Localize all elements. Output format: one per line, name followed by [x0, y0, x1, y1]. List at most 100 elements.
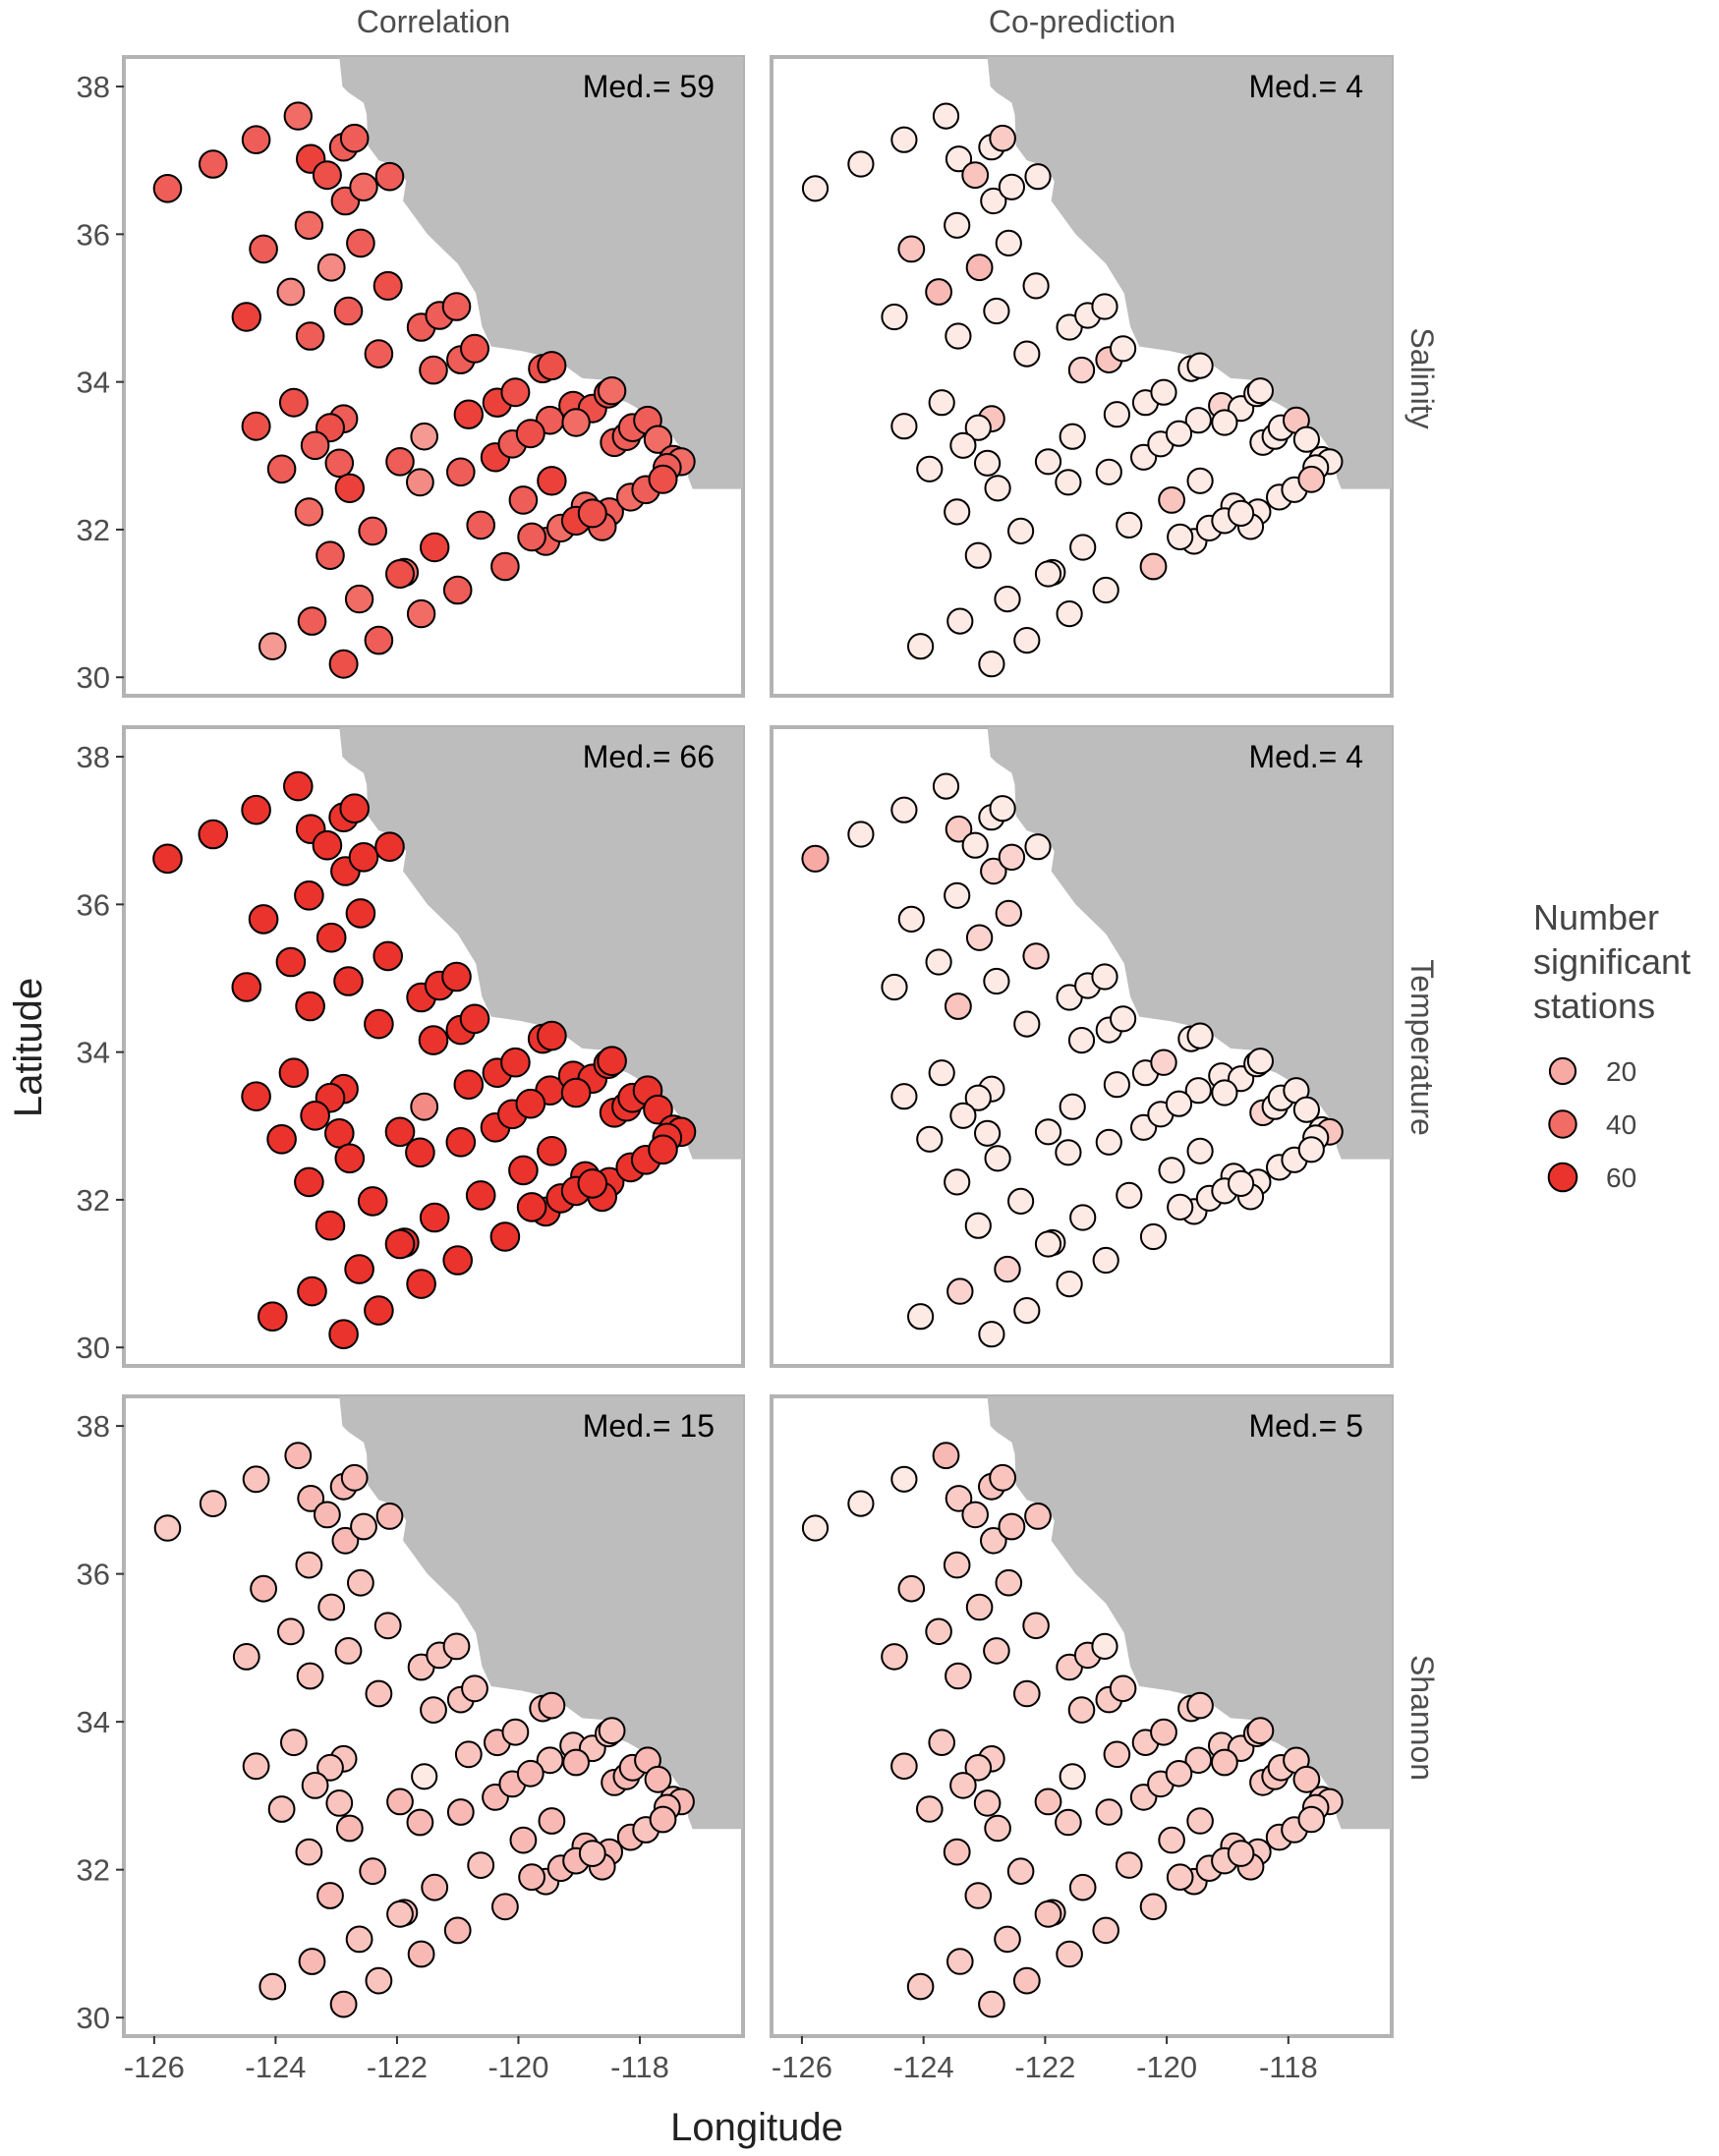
station-point	[881, 1643, 908, 1671]
station-point	[964, 541, 992, 569]
station-point	[1007, 517, 1035, 545]
station-point	[241, 411, 271, 441]
station-point	[1013, 1010, 1041, 1038]
station-point	[1056, 1940, 1083, 1968]
x-tick-label: -120	[1136, 2050, 1197, 2084]
station-point	[1055, 1808, 1082, 1837]
station-point	[359, 1857, 387, 1886]
station-point	[300, 1101, 330, 1131]
station-point	[974, 449, 1002, 477]
station-point	[349, 172, 378, 202]
station-point	[242, 1465, 270, 1494]
station-point	[446, 457, 476, 487]
station-point	[312, 160, 342, 191]
station-point	[516, 1759, 544, 1787]
station-point	[881, 973, 908, 1001]
y-tick-label: 30	[77, 1331, 110, 1365]
station-point	[989, 1463, 1016, 1492]
station-point	[275, 946, 307, 978]
station-point	[644, 1765, 672, 1793]
station-point	[928, 1059, 955, 1087]
station-point	[1109, 1674, 1137, 1703]
station-point	[384, 1228, 416, 1260]
station-point	[491, 1893, 519, 1921]
panel-salinity-correlation: Med.= 59	[122, 55, 745, 698]
size-color-legend: Number significant stations 20 40 60	[1533, 897, 1690, 1193]
legend-key-label: 60	[1606, 1163, 1636, 1193]
station-point	[944, 881, 971, 909]
station-point	[324, 1118, 355, 1149]
station-point	[232, 1643, 260, 1671]
station-point	[932, 102, 960, 130]
station-point	[1165, 1760, 1193, 1787]
station-point	[411, 1763, 438, 1790]
panel-temperature-correlation: Med.= 66	[122, 725, 745, 1368]
station-point	[298, 1948, 326, 1975]
median-label: Med.= 4	[1248, 69, 1363, 104]
station-point	[1091, 1632, 1118, 1661]
station-point	[441, 292, 472, 321]
station-point	[1165, 420, 1193, 447]
station-point	[373, 1612, 402, 1640]
station-point	[509, 1826, 538, 1854]
station-point	[949, 1102, 977, 1129]
station-point	[1069, 1204, 1097, 1231]
station-point	[944, 211, 971, 239]
station-point	[418, 1025, 449, 1055]
land-mass	[339, 727, 743, 1160]
x-tick-label: -120	[487, 2050, 548, 2084]
station-point	[344, 584, 374, 614]
legend-title-line-2: significant	[1533, 941, 1690, 982]
panel-shannon-correlation: Med.= 15	[122, 1394, 745, 2038]
station-point	[1095, 458, 1122, 485]
legend-title-line-3: stations	[1533, 986, 1655, 1026]
station-point	[994, 1925, 1021, 1954]
median-label: Med.= 5	[1248, 1408, 1363, 1444]
station-point	[518, 1863, 545, 1892]
station-point	[1067, 1696, 1096, 1724]
station-point	[241, 794, 271, 825]
station-point	[916, 1795, 944, 1823]
station-point	[266, 454, 297, 484]
station-point	[964, 1754, 993, 1782]
station-point	[294, 497, 324, 527]
y-tick-label: 32	[77, 1853, 110, 1888]
station-point	[1067, 356, 1096, 384]
station-point	[500, 1047, 531, 1078]
station-point	[384, 1116, 416, 1148]
station-point	[231, 972, 262, 1002]
station-point	[973, 1789, 1002, 1817]
station-point	[890, 1465, 918, 1493]
station-point	[1297, 1805, 1326, 1834]
panel-temperature-coprediction: Med.= 4	[770, 725, 1394, 1368]
station-point	[316, 253, 346, 282]
station-point	[965, 1593, 994, 1621]
station-point	[537, 1020, 567, 1051]
station-point	[1034, 448, 1062, 476]
station-point	[339, 123, 370, 153]
station-point	[490, 551, 520, 582]
station-point	[441, 961, 472, 993]
station-point	[1246, 1048, 1275, 1075]
station-point	[801, 175, 830, 202]
station-point	[980, 187, 1007, 215]
station-point	[442, 575, 473, 605]
station-point	[945, 815, 973, 843]
station-point	[152, 174, 183, 203]
station-point	[890, 1083, 918, 1110]
station-point	[649, 1805, 677, 1834]
station-point	[974, 1119, 1002, 1147]
station-point	[1095, 1798, 1123, 1826]
station-point	[964, 1212, 992, 1239]
station-point	[317, 1593, 346, 1621]
station-point	[984, 1145, 1011, 1172]
station-point	[998, 1512, 1026, 1541]
station-point	[385, 447, 415, 477]
station-point	[374, 831, 405, 863]
station-point	[598, 1717, 626, 1745]
station-point	[1292, 426, 1321, 453]
station-point	[1116, 1851, 1143, 1879]
station-point	[897, 1574, 926, 1603]
station-point	[295, 1551, 323, 1579]
